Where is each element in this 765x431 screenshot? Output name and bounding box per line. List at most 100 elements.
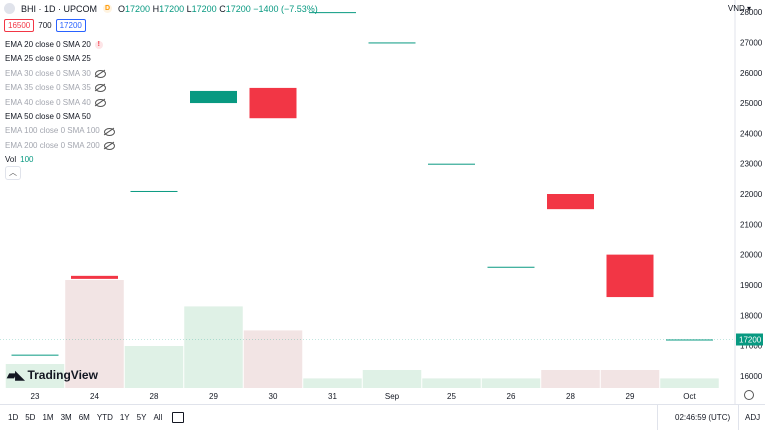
volume-legend[interactable]: Vol 100 (5, 153, 115, 167)
tradingview-mark-icon: ▰◣ (7, 368, 24, 382)
volume-bar (362, 370, 422, 388)
candle (309, 12, 356, 14)
divider (738, 404, 739, 430)
volume-bar (184, 306, 243, 388)
volume-bar (124, 346, 184, 388)
symbol-legend: BHI · 1D · UPCOM D O17200 H17200 L17200 … (4, 3, 318, 14)
chevron-up-icon: ︿ (9, 168, 17, 177)
divider (657, 404, 658, 430)
volume-bar (660, 378, 719, 388)
time-tick-label: 31 (328, 392, 337, 401)
logo-text: TradingView (27, 368, 98, 382)
indicator-row[interactable]: EMA 20 close 0 SMA 20! (5, 38, 115, 52)
candle (487, 266, 535, 268)
indicator-label: EMA 40 close 0 SMA 40 (5, 97, 91, 107)
volume-label: Vol (5, 155, 17, 165)
price-tick-label: 25000 (740, 99, 763, 108)
candle (666, 339, 713, 341)
eye-hidden-icon[interactable] (94, 84, 106, 93)
volume-bar (481, 378, 541, 388)
time-tick-label: 25 (447, 392, 456, 401)
gear-icon[interactable] (744, 390, 754, 400)
open-label: O (118, 3, 126, 14)
calendar-icon[interactable] (172, 412, 184, 423)
range-button[interactable]: 5D (25, 413, 36, 422)
volume-bar (541, 370, 600, 388)
buy-button[interactable]: 17200 (55, 19, 86, 32)
range-button[interactable]: 1M (42, 413, 54, 422)
indicator-row[interactable]: EMA 200 close 0 SMA 200 (5, 139, 115, 153)
indicator-label: EMA 30 close 0 SMA 30 (5, 68, 91, 78)
price-tick-label: 21000 (740, 220, 763, 229)
chart-canvas[interactable]: 16000 17000 18000 19000 20000 21000 22000 23000… (0, 0, 765, 404)
time-tick-label: 28 (150, 392, 159, 401)
currency-label: VND (727, 4, 745, 13)
close-value: 17200 (225, 3, 251, 14)
price-tick-label: 23000 (740, 160, 763, 169)
indicator-row[interactable]: EMA 50 close 0 SMA 50 (5, 110, 115, 124)
price-tick-label: 27000 (740, 38, 763, 47)
sell-button[interactable]: 16500 (4, 19, 35, 32)
price-tick-label: 28000 (740, 8, 763, 17)
price-tick-label: 20000 (740, 251, 763, 260)
price-tick-label: 22000 (740, 190, 763, 199)
price-tick-label: 24000 (740, 129, 763, 138)
clock-time[interactable]: 02:46:59 (UTC) (675, 413, 731, 422)
indicator-label: EMA 20 close 0 SMA 20 (5, 40, 91, 49)
eye-hidden-icon[interactable] (103, 127, 115, 136)
time-axis[interactable]: 23 24 28 29 30 31 Sep 25 26 28 29 Oct (31, 392, 697, 401)
warning-icon[interactable]: ! (94, 41, 103, 50)
time-tick-label: Oct (683, 392, 696, 401)
price-tick-label: 16000 (740, 372, 763, 381)
range-button[interactable]: 1Y (119, 413, 130, 422)
symbol-name[interactable]: BHI · 1D · UPCOM (21, 3, 98, 14)
volume-bar (243, 330, 303, 388)
indicator-row[interactable]: EMA 30 close 0 SMA 30 (5, 67, 115, 81)
adj-toggle[interactable]: ADJ (745, 413, 761, 422)
bottom-toolbar: 1D 5D 1M 3M 6M YTD 1Y 5Y All 02:46:59 (UTC) ADJ (0, 404, 765, 431)
spread-value: 700 (38, 21, 52, 30)
high-label: H (152, 3, 160, 14)
volume-bar (303, 378, 362, 388)
range-button[interactable]: 6M (78, 413, 90, 422)
price-tick-label: 18000 (740, 311, 763, 320)
indicator-row[interactable]: EMA 35 close 0 SMA 35 (5, 81, 115, 95)
indicator-row[interactable]: EMA 40 close 0 SMA 40 (5, 96, 115, 110)
candles (11, 12, 713, 356)
candle (249, 87, 297, 119)
candle (547, 194, 594, 210)
eye-hidden-icon[interactable] (94, 98, 106, 107)
price-tick-label: 19000 (740, 281, 763, 290)
range-button[interactable]: 3M (60, 413, 72, 422)
delayed-badge[interactable]: D (103, 4, 113, 13)
time-tick-label: 30 (269, 392, 278, 401)
currency-selector[interactable]: VND ▾ (728, 4, 751, 13)
change-value: −1400 (−7.53%) (253, 3, 318, 14)
indicator-row[interactable]: EMA 25 close 0 SMA 25 (5, 52, 115, 66)
candle (130, 190, 178, 192)
range-button[interactable]: YTD (96, 413, 113, 422)
candle (606, 254, 654, 298)
tradingview-logo[interactable]: ▰◣ TradingView (7, 368, 98, 382)
last-price-label: 17200 (739, 336, 762, 345)
time-tick-label: 29 (626, 392, 635, 401)
price-tick-label: 17000 (740, 342, 763, 351)
indicator-label: EMA 25 close 0 SMA 25 (5, 54, 91, 64)
range-button[interactable]: All (153, 413, 163, 422)
symbol-logo-icon (4, 3, 15, 14)
close-label: C (219, 3, 226, 14)
candle (368, 42, 416, 44)
range-button[interactable]: 1D (8, 413, 19, 422)
volume-bar (600, 370, 660, 388)
high-value: 17200 (159, 3, 185, 14)
collapse-legend-button[interactable]: ︿ (5, 166, 21, 180)
range-button[interactable]: 5Y (136, 413, 147, 422)
indicator-label: EMA 200 close 0 SMA 200 (5, 140, 100, 150)
eye-hidden-icon[interactable] (94, 70, 106, 79)
last-price-badge (736, 333, 763, 346)
eye-hidden-icon[interactable] (103, 142, 115, 151)
chevron-down-icon: ▾ (746, 4, 751, 13)
price-axis[interactable]: 16000 17000 18000 19000 20000 21000 22000 23000… (734, 0, 763, 404)
indicator-row[interactable]: EMA 100 close 0 SMA 100 (5, 124, 115, 138)
volume-bar (422, 378, 481, 388)
